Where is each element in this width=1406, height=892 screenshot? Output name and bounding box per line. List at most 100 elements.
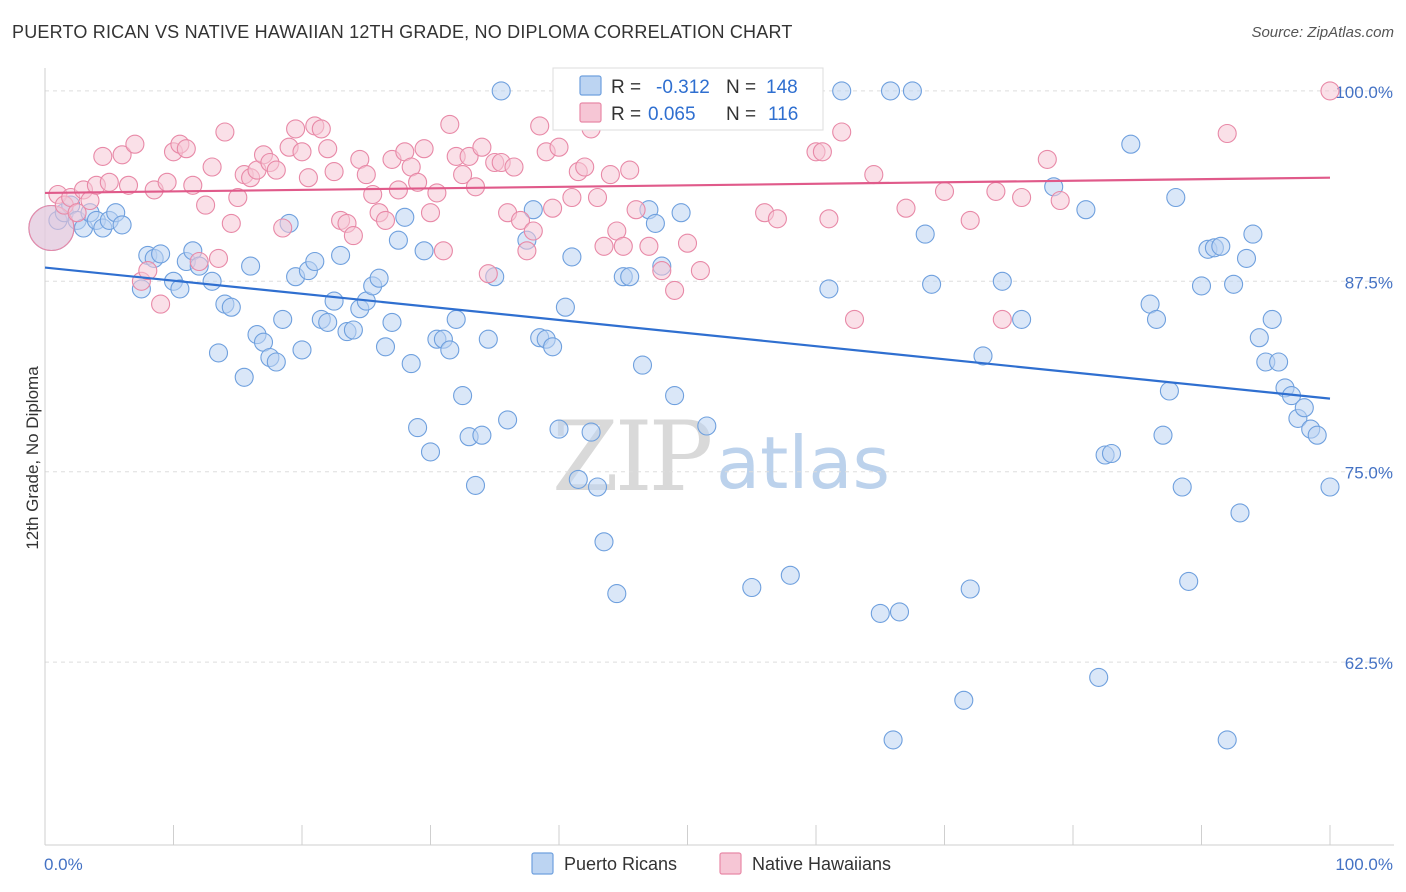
point-puerto-ricans (922, 274, 942, 294)
point-native-hawaiians (286, 119, 306, 139)
point-native-hawaiians (767, 209, 787, 229)
point-native-hawaiians (523, 221, 543, 241)
point-puerto-ricans (883, 730, 903, 750)
point-puerto-ricans (697, 416, 717, 436)
legend-n-value-2: 116 (768, 104, 798, 125)
point-puerto-ricans (587, 477, 608, 497)
point-puerto-ricans (1249, 328, 1269, 348)
point-puerto-ricans (1101, 443, 1122, 464)
point-native-hawaiians (600, 165, 620, 185)
point-puerto-ricans (1146, 309, 1167, 329)
point-puerto-ricans (992, 271, 1012, 291)
point-native-hawaiians (311, 119, 331, 139)
legend-r-value-2: 0.065 (648, 104, 696, 125)
trend-line-puerto-ricans (44, 266, 1331, 400)
point-native-hawaiians (530, 116, 550, 136)
point-puerto-ricans (880, 81, 901, 101)
point-native-hawaiians (992, 309, 1012, 329)
bottom-legend-label-puerto-ricans: Puerto Ricans (564, 854, 677, 874)
y-tick-label: 62.5% (1345, 654, 1393, 673)
point-native-hawaiians (375, 210, 396, 230)
point-puerto-ricans (498, 410, 518, 430)
point-native-hawaiians (864, 165, 884, 185)
point-puerto-ricans (1269, 352, 1289, 372)
point-puerto-ricans (1179, 571, 1199, 591)
x-tick-label-min: 0.0% (44, 855, 83, 874)
point-puerto-ricans (202, 271, 222, 291)
point-puerto-ricans (607, 584, 627, 604)
point-native-hawaiians (690, 261, 710, 281)
point-native-hawaiians (138, 261, 158, 281)
point-puerto-ricans (1320, 477, 1340, 497)
point-puerto-ricans (241, 256, 261, 276)
trend-line-native-hawaiians (44, 176, 1331, 195)
point-native-hawaiians (594, 236, 614, 256)
watermark-zip: ZIP (552, 401, 711, 513)
point-native-hawaiians (292, 142, 312, 162)
point-native-hawaiians (626, 200, 646, 220)
point-puerto-ricans (902, 81, 922, 101)
point-puerto-ricans (555, 297, 575, 317)
point-native-hawaiians (208, 248, 229, 268)
point-puerto-ricans (1307, 425, 1327, 445)
point-puerto-ricans (388, 230, 408, 250)
legend-swatch-puerto-ricans (579, 75, 602, 96)
point-native-hawaiians (812, 142, 832, 162)
point-native-hawaiians (183, 175, 203, 195)
point-native-hawaiians (228, 187, 248, 208)
point-puerto-ricans (543, 337, 563, 357)
bottom-legend-swatch-puerto-ricans (531, 852, 554, 875)
point-native-hawaiians (1037, 149, 1057, 169)
point-puerto-ricans (1236, 248, 1257, 268)
point-native-hawaiians (318, 139, 338, 159)
point-native-hawaiians (414, 139, 434, 159)
point-puerto-ricans (780, 565, 800, 585)
point-native-hawaiians (356, 165, 376, 185)
legend-r-value-1: -0.312 (656, 77, 710, 98)
legend-n-label-1: N = (726, 77, 756, 98)
point-puerto-ricans (1076, 200, 1096, 220)
point-native-hawaiians (324, 162, 344, 182)
point-native-hawaiians (266, 160, 286, 180)
point-native-hawaiians (125, 134, 145, 154)
point-native-hawaiians (298, 168, 318, 188)
point-native-hawaiians (196, 195, 216, 215)
point-native-hawaiians (28, 204, 75, 252)
point-puerto-ricans (665, 386, 685, 406)
point-native-hawaiians (665, 280, 685, 300)
point-puerto-ricans (331, 245, 351, 265)
point-puerto-ricans (549, 419, 569, 439)
point-native-hawaiians (504, 157, 524, 177)
point-puerto-ricans (472, 425, 492, 445)
point-native-hawaiians (1050, 190, 1070, 211)
point-puerto-ricans (973, 346, 993, 366)
point-puerto-ricans (343, 320, 363, 340)
point-native-hawaiians (215, 122, 235, 142)
point-native-hawaiians (960, 210, 980, 230)
point-native-hawaiians (1012, 187, 1032, 208)
source-credit: Source: ZipAtlas.com (1251, 24, 1394, 41)
point-puerto-ricans (305, 251, 325, 272)
point-native-hawaiians (549, 137, 569, 157)
point-native-hawaiians (613, 236, 633, 256)
point-puerto-ricans (1121, 134, 1141, 154)
point-puerto-ricans (889, 602, 910, 622)
chart-title: PUERTO RICAN VS NATIVE HAWAIIAN 12TH GRA… (12, 22, 793, 42)
point-native-hawaiians (273, 218, 293, 238)
point-puerto-ricans (870, 603, 890, 623)
x-tick-label-max: 100.0% (1335, 855, 1393, 874)
point-puerto-ricans (375, 337, 396, 357)
point-puerto-ricans (1159, 381, 1179, 401)
point-puerto-ricans (1217, 730, 1237, 750)
trend-lines (44, 176, 1331, 400)
point-native-hawaiians (819, 209, 839, 229)
point-puerto-ricans (324, 291, 344, 311)
point-native-hawaiians (453, 165, 473, 185)
point-native-hawaiians (896, 198, 916, 218)
point-puerto-ricans (645, 213, 665, 233)
point-puerto-ricans (491, 81, 511, 101)
point-puerto-ricans (1262, 309, 1282, 329)
legend-n-label-2: N = (726, 104, 756, 125)
point-puerto-ricans (273, 309, 293, 329)
